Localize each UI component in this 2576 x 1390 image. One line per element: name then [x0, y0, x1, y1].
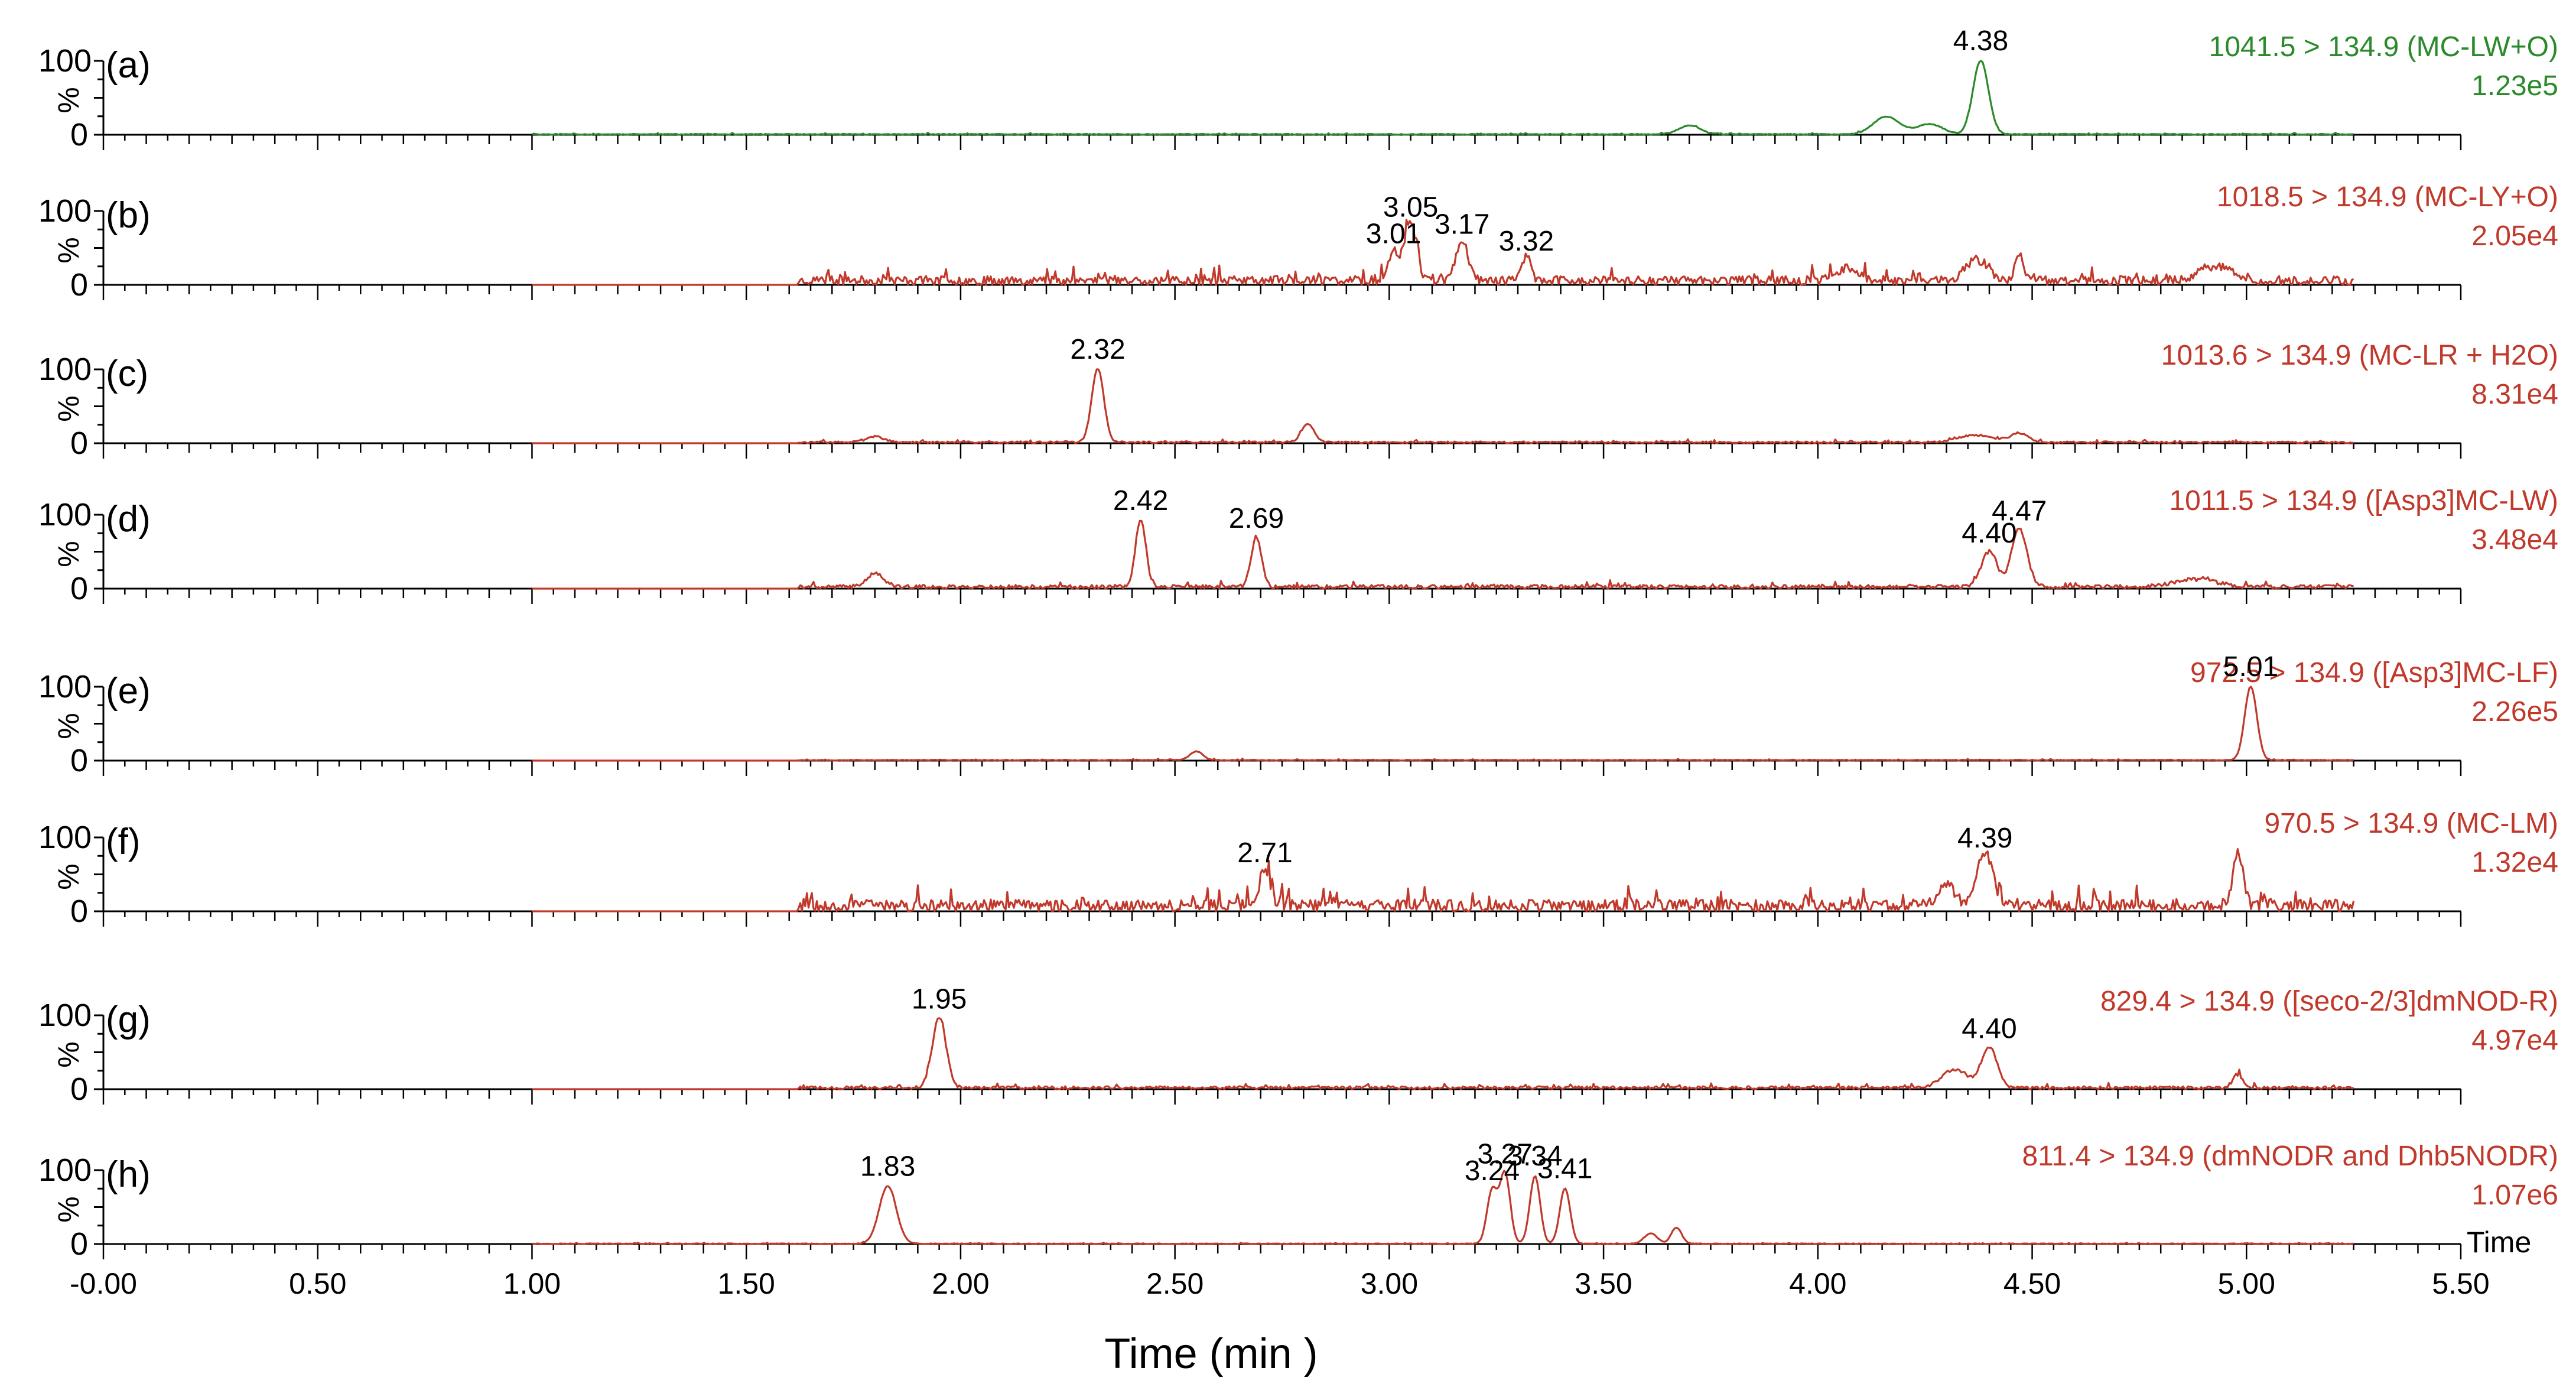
trace-line [532, 219, 2354, 286]
panel-letter: (g) [106, 999, 151, 1040]
x-tick-label: 2.00 [932, 1267, 989, 1300]
y-unit-label: % [52, 1041, 85, 1067]
intensity-label: 1.07e6 [2471, 1180, 2558, 1211]
peak-label: 3.17 [1435, 209, 1489, 240]
x-tick-label: 5.50 [2432, 1267, 2489, 1300]
y-tick-label-bottom: 0 [70, 117, 88, 152]
peak-label: 3.34 [1507, 1141, 1562, 1172]
y-unit-label: % [52, 863, 85, 889]
y-tick-label-top: 100 [38, 669, 92, 704]
panel-letter: (d) [106, 499, 151, 540]
x-tick-label: 1.50 [718, 1267, 775, 1300]
peak-label: 4.39 [1957, 823, 2012, 854]
peak-label: 3.24 [1465, 1155, 1520, 1187]
x-tick-label: 2.50 [1146, 1267, 1204, 1300]
peak-label: 2.69 [1229, 503, 1284, 534]
peak-label: 1.83 [860, 1151, 915, 1183]
peak-label: 2.32 [1070, 334, 1125, 365]
channel-label: 1018.5 > 134.9 (MC-LY+O) [2217, 181, 2558, 213]
intensity-label: 1.32e4 [2471, 847, 2558, 878]
trace-line [532, 686, 2354, 762]
x-tick-label: -0.00 [70, 1267, 137, 1300]
peak-label: 5.01 [2223, 651, 2278, 683]
intensity-label: 4.97e4 [2471, 1025, 2558, 1056]
panel-letter: (a) [106, 45, 151, 86]
intensity-label: 2.05e4 [2471, 220, 2558, 252]
channel-label: 1041.5 > 134.9 (MC-LW+O) [2209, 31, 2558, 63]
channel-label: 1011.5 > 134.9 ([Asp3]MC-LW) [2169, 485, 2558, 517]
peak-label: 3.01 [1366, 219, 1421, 250]
peak-label: 1.95 [912, 983, 967, 1015]
y-tick-label-top: 100 [38, 352, 92, 387]
panel-letter: (b) [106, 195, 151, 236]
y-tick-label-top: 100 [38, 998, 92, 1033]
panel-letter: (c) [106, 353, 148, 394]
y-unit-label: % [52, 541, 85, 567]
panel-f: 100 0% (f) 970.5 > 134.9 (MC-LM) 1.32e4 2.71 4… [38, 808, 2558, 929]
y-tick-label-top: 100 [38, 820, 92, 855]
peak-label: 3.41 [1537, 1153, 1592, 1184]
panel-letter: (h) [106, 1154, 151, 1195]
x-tick-label: 0.50 [289, 1267, 346, 1300]
trace-line [532, 1170, 2354, 1245]
channel-label: 970.5 > 134.9 (MC-LM) [2264, 808, 2558, 839]
peak-label: 4.47 [1992, 496, 2047, 527]
peak-label: 3.27 [1478, 1138, 1533, 1170]
panel-d: 100 0% (d) 1011.5 > 134.9 ([Asp3]MC-LW) 3.48… [38, 485, 2558, 606]
panel-h: 100 0% (h) 811.4 > 134.9 (dmNODR and Dhb5NO… [38, 1138, 2558, 1262]
panel-a: 100 0% (a) 1041.5 > 134.9 (MC-LW+O) 1.23e5 4.… [38, 25, 2558, 152]
intensity-label: 3.48e4 [2471, 524, 2558, 556]
y-tick-label-top: 100 [38, 1152, 92, 1188]
peak-label: 4.38 [1953, 25, 2008, 57]
x-tick-label: 3.00 [1361, 1267, 1418, 1300]
y-tick-label-top: 100 [38, 193, 92, 229]
trace-line [531, 60, 2354, 136]
x-tick-label: 4.50 [2003, 1267, 2061, 1300]
intensity-label: 2.26e5 [2471, 696, 2558, 728]
channel-label: 811.4 > 134.9 (dmNODR and Dhb5NODR) [2022, 1141, 2558, 1172]
x-tick-label: 5.00 [2218, 1267, 2275, 1300]
y-tick-label-bottom: 0 [70, 1226, 88, 1262]
y-tick-label-bottom: 0 [70, 426, 88, 461]
x-tick-label: 3.50 [1575, 1267, 1632, 1300]
x-axis-title: Time (min ) [1104, 1330, 1318, 1378]
panel-c: 100 0% (c) 1013.6 > 134.9 (MC-LR + H2O) 8.31… [38, 334, 2558, 461]
trace-line [532, 1017, 2354, 1090]
y-tick-label-bottom: 0 [70, 1071, 88, 1107]
peak-label: 2.42 [1113, 485, 1168, 517]
peak-label: 4.40 [1962, 1013, 2016, 1044]
x-tick-label: 1.00 [503, 1267, 561, 1300]
y-unit-label: % [52, 237, 85, 263]
intensity-label: 1.23e5 [2471, 70, 2558, 102]
panel-letter: (e) [106, 671, 151, 712]
trace-line [532, 519, 2354, 590]
y-tick-label-bottom: 0 [70, 743, 88, 778]
x-tick-label: 4.00 [1789, 1267, 1846, 1300]
y-tick-label-top: 100 [38, 497, 92, 532]
peak-label: 4.40 [1962, 518, 2016, 549]
y-unit-label: % [52, 395, 85, 421]
y-unit-label: % [52, 1196, 85, 1222]
y-unit-label: % [52, 713, 85, 739]
peak-label: 3.32 [1499, 226, 1554, 257]
panel-letter: (f) [106, 821, 141, 862]
peak-label: 2.71 [1237, 837, 1292, 869]
y-tick-label-bottom: 0 [70, 894, 88, 929]
channel-label: 829.4 > 134.9 ([seco-2/3]dmNOD-R) [2100, 986, 2558, 1017]
panel-b: 100 0% (b) 1018.5 > 134.9 (MC-LY+O) 2.05e4 3.… [38, 181, 2558, 303]
channel-label: 1013.6 > 134.9 (MC-LR + H2O) [2161, 340, 2558, 371]
y-unit-label: % [52, 87, 85, 113]
x-axis-end-label: Time [2467, 1226, 2531, 1259]
panel-g: 100 0% (g) 829.4 > 134.9 ([seco-2/3]dmNOD-R… [38, 983, 2558, 1107]
y-tick-label-bottom: 0 [70, 267, 88, 303]
intensity-label: 8.31e4 [2471, 379, 2558, 410]
trace-line [532, 368, 2354, 444]
y-tick-label-bottom: 0 [70, 571, 88, 606]
peak-label: 3.05 [1383, 192, 1438, 223]
panel-e: 100 0% (e) 972.5 > 134.9 ([Asp3]MC-LF) 2.26e… [38, 651, 2558, 778]
trace-line [532, 848, 2355, 912]
channel-label: 972.5 > 134.9 ([Asp3]MC-LF) [2190, 657, 2558, 688]
y-tick-label-top: 100 [38, 43, 92, 79]
